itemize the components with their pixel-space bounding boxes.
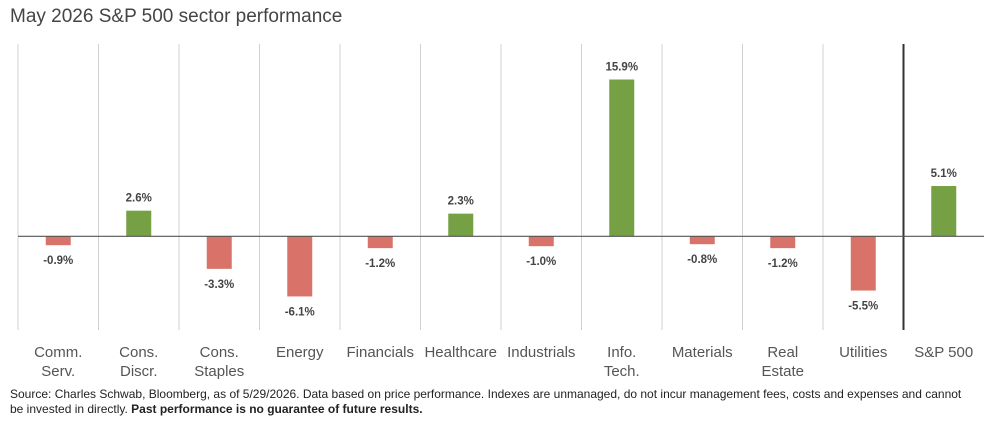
category-labels: Comm. Serv. Cons. Discr. Cons. Staples Energy F… bbox=[34, 344, 973, 380]
category-label: Serv. bbox=[41, 363, 75, 380]
source-footnote: Source: Charles Schwab, Bloomberg, as of… bbox=[10, 387, 975, 417]
value-labels: -0.9% 2.6% -3.3% -6.1% -1.2% 2.3% -1.0% 15.9% -0… bbox=[43, 62, 957, 319]
bar bbox=[931, 186, 957, 237]
bar bbox=[287, 236, 313, 297]
footnote-disclaimer: Past performance is no guarantee of futu… bbox=[131, 402, 423, 416]
category-label: Discr. bbox=[120, 363, 158, 380]
bar bbox=[689, 236, 715, 245]
category-label: Cons. bbox=[119, 344, 158, 361]
value-label: -1.0% bbox=[526, 256, 556, 268]
value-label: -3.3% bbox=[204, 279, 234, 291]
category-label: Staples bbox=[194, 363, 244, 380]
category-label: Energy bbox=[276, 344, 324, 361]
category-label: Real bbox=[767, 344, 798, 361]
value-label: -1.2% bbox=[768, 258, 798, 270]
category-label: S&P 500 bbox=[914, 344, 973, 361]
category-label: Tech. bbox=[604, 363, 640, 380]
grid-lines bbox=[17, 44, 905, 330]
category-label: Financials bbox=[346, 344, 414, 361]
category-label: Estate bbox=[761, 363, 804, 380]
bar bbox=[126, 210, 152, 237]
chart-title: May 2026 S&P 500 sector performance bbox=[10, 6, 343, 27]
footnote-text: Source: Charles Schwab, Bloomberg, as of… bbox=[10, 387, 962, 416]
bar bbox=[448, 213, 474, 237]
bar bbox=[528, 236, 554, 247]
category-label: Comm. bbox=[34, 344, 82, 361]
bar bbox=[609, 79, 635, 237]
bar bbox=[850, 236, 876, 291]
value-label: -0.9% bbox=[43, 255, 73, 267]
bar bbox=[367, 236, 393, 249]
value-label: 2.3% bbox=[448, 196, 474, 208]
value-label: -1.2% bbox=[365, 258, 395, 270]
bars bbox=[45, 79, 957, 297]
bar bbox=[206, 236, 232, 269]
bar bbox=[45, 236, 71, 246]
category-label: Materials bbox=[672, 344, 733, 361]
category-label: Industrials bbox=[507, 344, 575, 361]
value-label: 2.6% bbox=[126, 193, 152, 205]
value-label: -5.5% bbox=[848, 301, 878, 313]
category-label: Healthcare bbox=[424, 344, 497, 361]
value-label: 5.1% bbox=[931, 168, 957, 180]
bar-chart: -0.9% 2.6% -3.3% -6.1% -1.2% 2.3% -1.0% 15.9% -0… bbox=[17, 44, 984, 380]
category-label: Utilities bbox=[839, 344, 887, 361]
value-label: 15.9% bbox=[605, 62, 638, 74]
category-label: Info. bbox=[607, 344, 636, 361]
value-label: -6.1% bbox=[285, 306, 315, 318]
value-label: -0.8% bbox=[687, 254, 717, 266]
category-label: Cons. bbox=[200, 344, 239, 361]
bar bbox=[770, 236, 796, 249]
